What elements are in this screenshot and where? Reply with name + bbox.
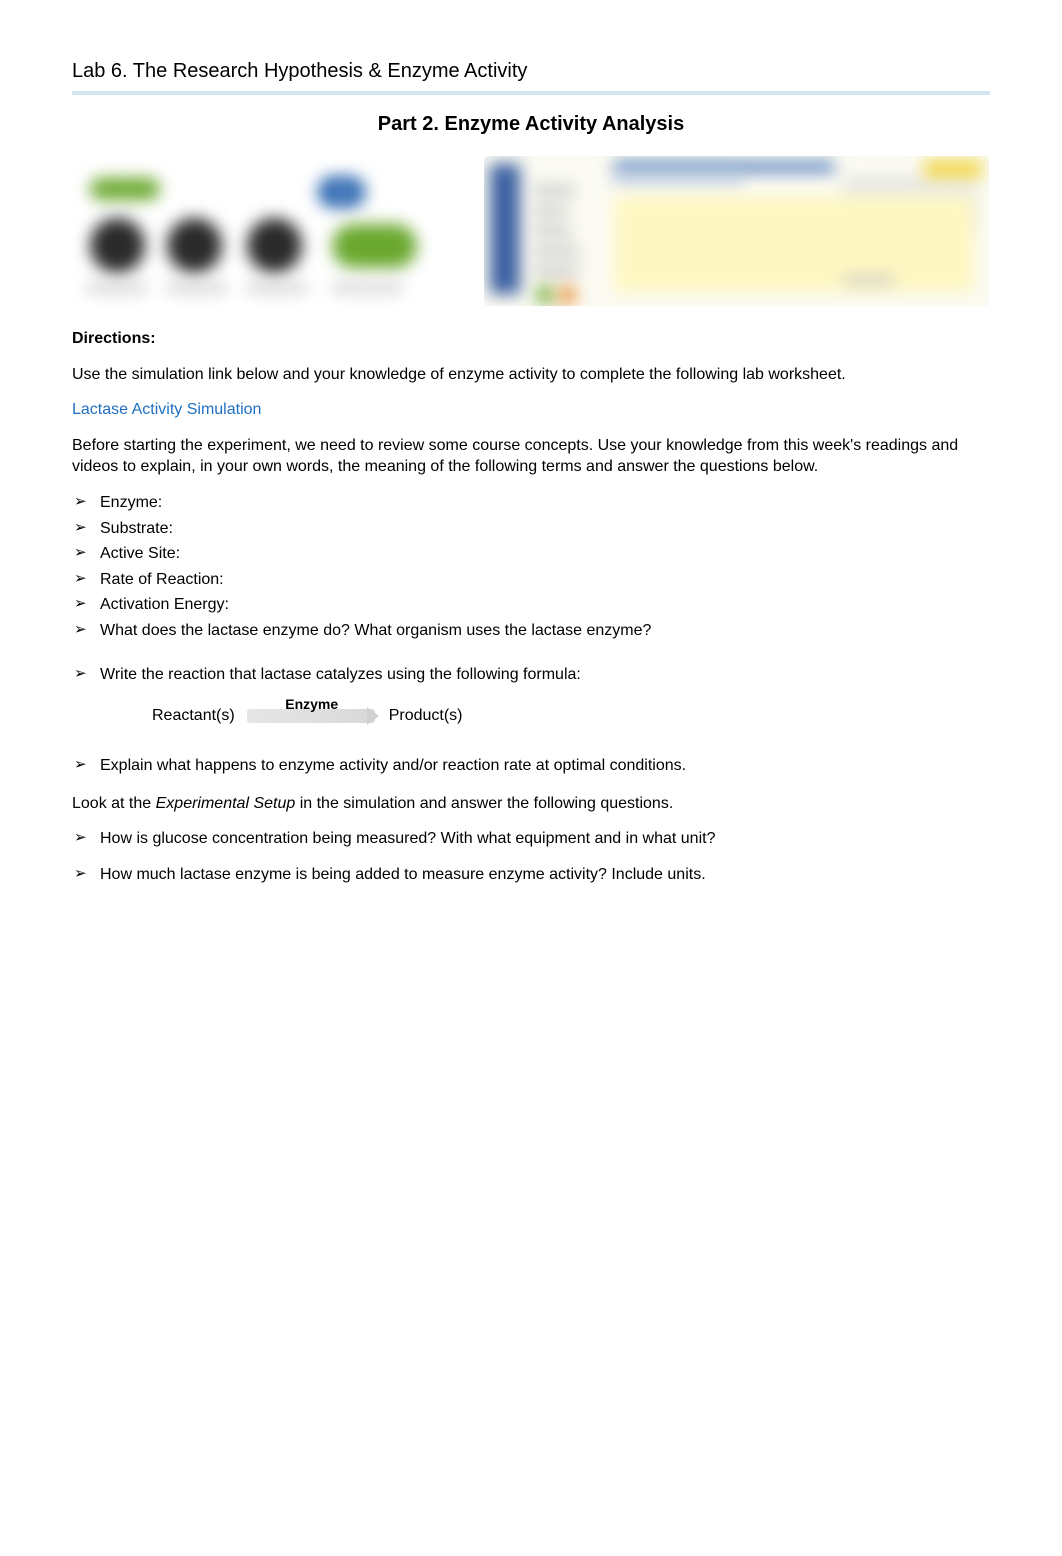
lactase-simulation-link[interactable]: Lactase Activity Simulation (72, 399, 990, 421)
experimental-setup-para: Look at the Experimental Setup in the si… (72, 793, 990, 815)
reaction-arrow: Enzyme (247, 701, 377, 731)
term-bullet: Enzyme: (72, 492, 990, 514)
setup-bullet: How is glucose concentration being measu… (72, 828, 990, 850)
page-header: Lab 6. The Research Hypothesis & Enzyme … (72, 58, 990, 95)
setup-para-italic: Experimental Setup (156, 795, 296, 812)
simulation-thumbnails-row (72, 156, 990, 306)
reaction-formula: Reactant(s) Enzyme Product(s) (152, 701, 990, 731)
setup-bullet-list: How is glucose concentration being measu… (72, 828, 990, 885)
term-bullet: Activation Energy: (72, 594, 990, 616)
term-bullet-list: Enzyme: Substrate: Active Site: Rate of Rea… (72, 492, 990, 642)
optimal-bullet: Explain what happens to enzyme activity … (72, 755, 990, 777)
directions-label: Directions: (72, 328, 990, 350)
products-label: Product(s) (389, 705, 463, 727)
setup-para-suffix: in the simulation and answer the followi… (295, 795, 673, 812)
setup-bullet: How much lactase enzyme is being added t… (72, 864, 990, 886)
reactants-label: Reactant(s) (152, 705, 235, 727)
directions-text: Use the simulation link below and your k… (72, 364, 990, 386)
term-bullet: Rate of Reaction: (72, 569, 990, 591)
term-bullet: What does the lactase enzyme do? What or… (72, 620, 990, 642)
setup-para-prefix: Look at the (72, 795, 156, 812)
formula-bullet-list: Write the reaction that lactase catalyze… (72, 664, 990, 686)
term-bullet: Active Site: (72, 543, 990, 565)
pre-bullets-text: Before starting the experiment, we need … (72, 435, 990, 478)
simulation-thumb-right (484, 156, 989, 306)
enzyme-label: Enzyme (285, 695, 338, 714)
part-title: Part 2. Enzyme Activity Analysis (72, 111, 990, 138)
optimal-bullet-list: Explain what happens to enzyme activity … (72, 755, 990, 777)
formula-bullet: Write the reaction that lactase catalyze… (72, 664, 990, 686)
simulation-thumb-left (72, 156, 472, 306)
term-bullet: Substrate: (72, 518, 990, 540)
